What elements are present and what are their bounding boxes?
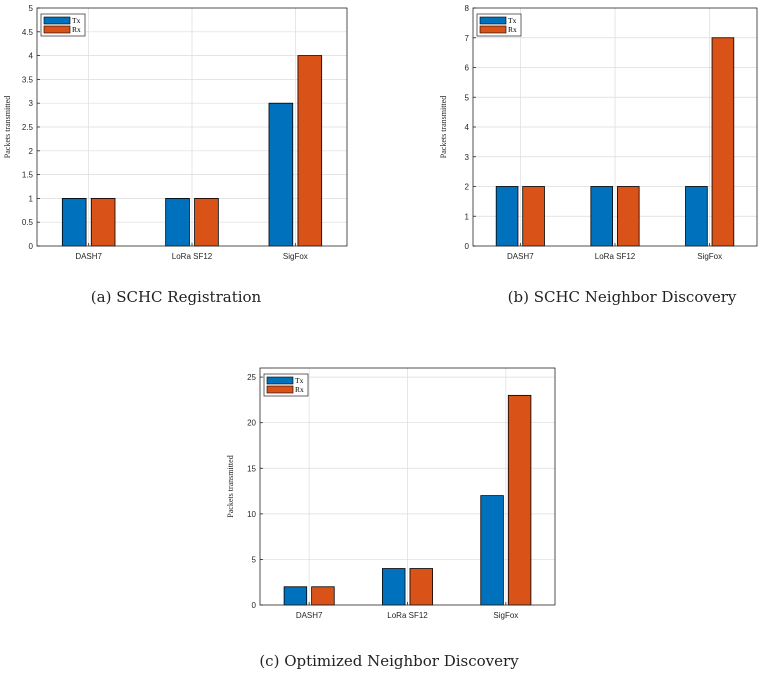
bar-tx-sigfox — [685, 186, 708, 247]
x-tick-label: DASH7 — [507, 252, 534, 261]
x-tick-label: LoRa SF12 — [595, 252, 636, 261]
x-tick-label: SigFox — [283, 252, 308, 261]
x-tick-label: SigFox — [697, 252, 722, 261]
x-tick-label: LoRa SF12 — [387, 611, 428, 620]
legend-swatch-tx — [479, 16, 507, 25]
y-tick-label: 10 — [247, 510, 256, 519]
y-tick-label: 0 — [465, 242, 470, 251]
bar-tx-sigfox — [480, 495, 504, 606]
y-tick-label: 1 — [465, 212, 470, 221]
bar-rx-dash7 — [311, 586, 335, 606]
chart-panel-registration: 0 0.5 1 1.5 2 2.5 3 3.5 4 4.5 5 DASH7 LoRa SF12 SigFo… — [0, 0, 360, 270]
bar-rx-dash7 — [90, 197, 116, 247]
chart-panel-neighbor-discovery: 0 1 2 3 4 5 6 7 8 DASH7 LoRa SF12 SigFox Packets tra… — [439, 0, 777, 270]
legend-swatch-tx — [266, 376, 294, 385]
bar-tx-dash7 — [283, 586, 308, 606]
y-tick-label: 6 — [465, 64, 470, 73]
y-tick-label: 2.5 — [22, 123, 34, 132]
y-tick-label: 1 — [29, 194, 34, 203]
caption-neighbor-discovery: (b) SCHC Neighbor Discovery — [507, 288, 737, 306]
legend-swatch-rx — [266, 385, 294, 394]
caption-optimized-neighbor-discovery: (c) Optimized Neighbor Discovery — [259, 652, 519, 670]
y-tick-label: 1.5 — [22, 171, 34, 180]
y-tick-label: 25 — [247, 373, 256, 382]
legend-swatch-rx — [43, 25, 71, 34]
y-tick-label: 15 — [247, 464, 256, 473]
bar-rx-lora-sf12 — [616, 186, 640, 247]
bar-tx-sigfox — [268, 102, 294, 247]
x-tick-label: LoRa SF12 — [172, 252, 213, 261]
legend-label-rx: Rx — [508, 25, 517, 34]
y-tick-label: 0 — [252, 601, 257, 610]
y-tick-label: 5 — [252, 555, 257, 564]
y-tick-label: 4 — [465, 123, 470, 132]
y-tick-label: 8 — [465, 4, 470, 13]
bar-rx-sigfox — [711, 37, 735, 247]
caption-registration: (a) SCHC Registration — [90, 288, 262, 306]
y-tick-label: 2 — [465, 183, 470, 192]
y-axis-label: Packets transmitted — [226, 455, 235, 517]
bar-rx-sigfox — [507, 394, 532, 606]
y-tick-label: 7 — [465, 34, 470, 43]
legend-swatch-tx — [43, 16, 71, 25]
y-tick-label: 4 — [29, 52, 34, 61]
y-tick-label: 0.5 — [22, 218, 34, 227]
chart-optimized-neighbor-discovery: 0 5 10 15 20 25 DASH7 LoRa SF12 SigFox Packets tr… — [226, 367, 556, 620]
legend-label-rx: Rx — [295, 385, 304, 394]
y-tick-label: 3 — [29, 99, 34, 108]
x-tick-label: DASH7 — [296, 611, 323, 620]
y-tick-label: 3 — [465, 153, 470, 162]
y-axis-label: Packets transmitted — [439, 96, 448, 158]
y-tick-label: 5 — [29, 4, 34, 13]
y-tick-label: 5 — [465, 93, 470, 102]
legend-label-tx: Tx — [508, 16, 517, 25]
x-tick-label: SigFox — [493, 611, 518, 620]
bar-rx-lora-sf12 — [194, 197, 219, 247]
x-tick-label: DASH7 — [75, 252, 102, 261]
y-tick-label: 4.5 — [22, 28, 34, 37]
legend-swatch-rx — [479, 25, 507, 34]
chart-panel-optimized-neighbor-discovery: 0 5 10 15 20 25 DASH7 LoRa SF12 SigFox Packets tr… — [210, 360, 570, 630]
bar-tx-lora-sf12 — [165, 197, 190, 247]
bar-tx-lora-sf12 — [590, 186, 614, 247]
chart-registration: 0 0.5 1 1.5 2 2.5 3 3.5 4 4.5 5 DASH7 LoRa SF12 SigFo… — [3, 4, 348, 261]
y-tick-label: 3.5 — [22, 75, 34, 84]
legend-label-tx: Tx — [295, 376, 304, 385]
y-tick-label: 0 — [29, 242, 34, 251]
bar-tx-dash7 — [495, 186, 519, 247]
bar-tx-lora-sf12 — [382, 568, 406, 606]
legend-label-tx: Tx — [72, 16, 81, 25]
y-tick-label: 2 — [29, 147, 34, 156]
bar-rx-dash7 — [522, 186, 545, 247]
bar-rx-lora-sf12 — [409, 568, 433, 606]
y-tick-label: 20 — [247, 419, 256, 428]
bar-rx-sigfox — [297, 55, 323, 247]
y-axis-label: Packets transmitted — [3, 96, 12, 158]
bar-tx-dash7 — [61, 197, 87, 247]
legend-label-rx: Rx — [72, 25, 81, 34]
chart-neighbor-discovery: 0 1 2 3 4 5 6 7 8 DASH7 LoRa SF12 SigFox Packets tra… — [439, 4, 758, 261]
